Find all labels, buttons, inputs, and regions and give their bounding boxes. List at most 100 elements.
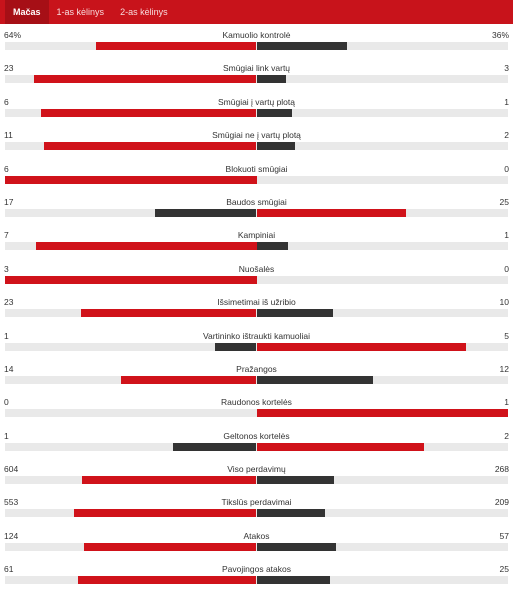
home-bar: [78, 576, 257, 585]
stat-label: Raudonos kortelės: [221, 397, 292, 408]
stat-label: Atakos: [243, 530, 270, 541]
home-bar: [172, 442, 257, 451]
stat-text: 23 Smūgiai link vartų 3: [4, 63, 509, 75]
stat-text: 1 Geltonos kortelės 2: [4, 431, 509, 443]
away-bar: [256, 476, 334, 485]
home-bar: [5, 175, 257, 184]
tab-match[interactable]: Mačas: [5, 0, 49, 24]
home-value: 604: [4, 464, 19, 475]
away-bar: [256, 576, 330, 585]
away-bar: [256, 509, 326, 518]
stat-track: [5, 175, 508, 184]
stat-row: 14 Pražangos 12: [0, 358, 513, 391]
stat-label: Pražangos: [236, 363, 277, 374]
away-bar: [256, 342, 467, 351]
stat-text: 6 Smūgiai į vartų plotą 1: [4, 97, 509, 109]
home-bar: [5, 275, 257, 284]
home-value: 23: [4, 297, 14, 308]
stat-track: [5, 309, 508, 318]
home-value: 64%: [4, 30, 22, 40]
away-bar: [256, 208, 407, 217]
stat-label: Smūgiai ne į vartų plotą: [212, 130, 301, 141]
away-bar: [256, 309, 333, 318]
stat-label: Blokuoti smūgiai: [225, 163, 288, 174]
stat-label: Kampiniai: [237, 230, 276, 241]
stat-label: Tikslūs perdavimai: [221, 497, 292, 508]
away-bar: [256, 108, 293, 117]
away-bar: [256, 75, 286, 84]
home-value: 61: [4, 564, 14, 575]
stat-track: [5, 409, 508, 418]
stat-text: 1 Vartininko ištraukti kamuoliai 5: [4, 331, 509, 343]
stat-text: 604 Viso perdavimų 268: [4, 464, 509, 476]
away-value: 36%: [491, 30, 509, 40]
stat-row: 11 Smūgiai ne į vartų plotą 2: [0, 124, 513, 157]
stat-text: 3 Nuošalės 0: [4, 264, 509, 276]
away-value: 1: [504, 230, 509, 241]
stat-text: 124 Atakos 57: [4, 531, 509, 543]
tab-first-half[interactable]: 1-as kėlinys: [56, 7, 105, 17]
stat-text: 14 Pražangos 12: [4, 364, 509, 376]
away-value: 5: [504, 330, 509, 341]
stat-row: 64% Kamuolio kontrolė 36%: [0, 24, 513, 57]
stat-track: [5, 375, 508, 384]
stat-row: 61 Pavojingos atakos 25: [0, 558, 513, 591]
stat-row: 6 Smūgiai į vartų plotą 1: [0, 91, 513, 124]
stat-track: [5, 576, 508, 585]
stat-label: Kamuolio kontrolė: [222, 30, 291, 40]
stat-row: 1 Geltonos kortelės 2: [0, 425, 513, 458]
stat-text: 11 Smūgiai ne į vartų plotą 2: [4, 130, 509, 142]
stat-track: [5, 542, 508, 551]
stat-text: 0 Raudonos kortelės 1: [4, 397, 509, 409]
away-value: 1: [504, 96, 509, 107]
home-value: 1: [4, 330, 9, 341]
home-value: 6: [4, 163, 9, 174]
stat-label: Baudos smūgiai: [226, 196, 287, 207]
home-value: 6: [4, 96, 9, 107]
stat-row: 17 Baudos smūgiai 25: [0, 191, 513, 224]
away-value: 12: [499, 363, 509, 374]
stat-track: [5, 476, 508, 485]
home-value: 11: [4, 130, 13, 141]
home-bar: [36, 242, 257, 251]
stat-row: 23 Smūgiai link vartų 3: [0, 57, 513, 90]
stat-text: 64% Kamuolio kontrolė 36%: [4, 30, 509, 42]
home-bar: [81, 309, 257, 318]
away-bar: [256, 242, 288, 251]
home-bar: [73, 509, 257, 518]
away-value: 3: [504, 63, 509, 74]
away-value: 57: [499, 530, 509, 541]
home-bar: [40, 108, 257, 117]
stat-label: Vartininko ištraukti kamuoliai: [202, 330, 311, 341]
away-bar: [256, 42, 348, 50]
home-value: 17: [4, 196, 14, 207]
stat-label: Pavojingos atakos: [222, 564, 291, 575]
away-value: 0: [504, 163, 509, 174]
home-bar: [84, 542, 257, 551]
stat-label: Geltonos kortelės: [223, 430, 290, 441]
stat-track: [5, 142, 508, 151]
home-value: 23: [4, 63, 14, 74]
stat-text: 61 Pavojingos atakos 25: [4, 564, 509, 576]
stat-track: [5, 208, 508, 217]
stat-track: [5, 509, 508, 518]
stat-track: [5, 42, 508, 50]
stat-track: [5, 442, 508, 451]
home-value: 124: [4, 530, 19, 541]
away-bar: [256, 542, 336, 551]
stat-track: [5, 75, 508, 84]
home-value: 14: [4, 363, 14, 374]
home-bar: [82, 476, 257, 485]
away-bar: [256, 375, 373, 384]
stat-text: 17 Baudos smūgiai 25: [4, 197, 509, 209]
home-bar: [121, 375, 257, 384]
stat-text: 23 Išsimetimai iš užribio 10: [4, 297, 509, 309]
stat-row: 0 Raudonos kortelės 1: [0, 391, 513, 424]
stat-row: 6 Blokuoti smūgiai 0: [0, 158, 513, 191]
tab-second-half[interactable]: 2-as kėlinys: [120, 7, 168, 17]
away-value: 10: [499, 297, 509, 308]
stat-label: Išsimetimai iš užribio: [217, 297, 296, 308]
stat-track: [5, 275, 508, 284]
home-bar: [34, 75, 257, 84]
home-value: 1: [4, 430, 9, 441]
